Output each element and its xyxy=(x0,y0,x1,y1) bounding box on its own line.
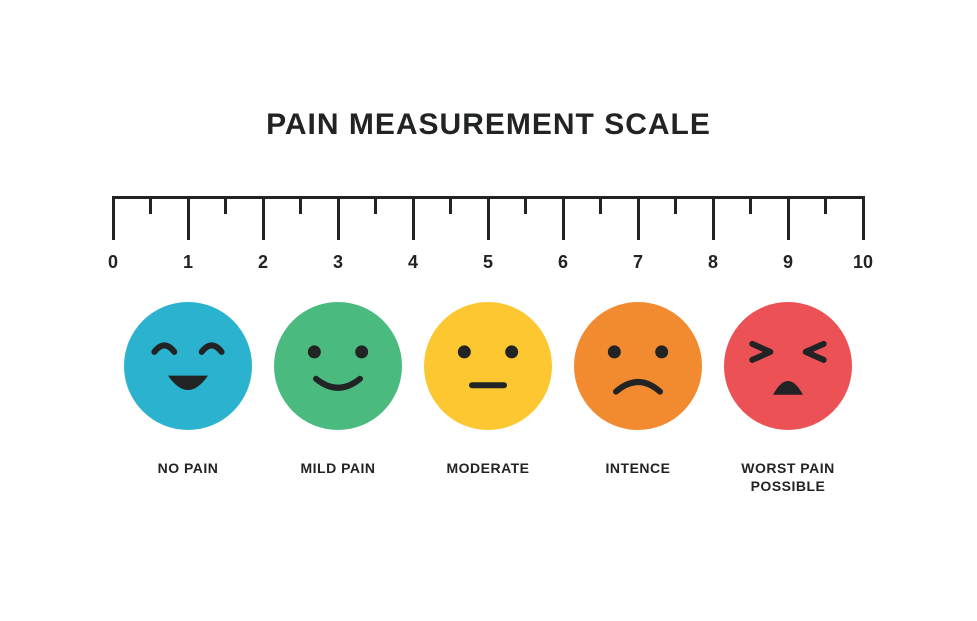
ruler-tick-minor xyxy=(824,196,827,214)
ruler-tick-minor xyxy=(374,196,377,214)
ruler-tick-major xyxy=(862,196,865,240)
face-labels-row: NO PAINMILD PAINMODERATEINTENCEWORST PAI… xyxy=(113,460,863,520)
pain-scale-infographic: PAIN MEASUREMENT SCALE 012345678910 NO P… xyxy=(0,0,977,621)
face-intense xyxy=(574,302,702,430)
ruler-tick-minor xyxy=(524,196,527,214)
ruler-tick-major xyxy=(112,196,115,240)
ruler-number: 3 xyxy=(333,252,343,273)
faces-row xyxy=(113,302,863,442)
ruler-number: 9 xyxy=(783,252,793,273)
ruler-tick-major xyxy=(412,196,415,240)
ruler-number: 0 xyxy=(108,252,118,273)
ruler-tick-major xyxy=(637,196,640,240)
scale-ruler: 012345678910 xyxy=(113,196,863,266)
ruler-tick-major xyxy=(712,196,715,240)
face-label: NO PAIN xyxy=(113,460,263,478)
ruler-tick-major xyxy=(562,196,565,240)
ruler-tick-minor xyxy=(449,196,452,214)
ruler-tick-minor xyxy=(674,196,677,214)
ruler-number: 7 xyxy=(633,252,643,273)
face-worst-pain xyxy=(724,302,852,430)
ruler-tick-major xyxy=(337,196,340,240)
ruler-number: 2 xyxy=(258,252,268,273)
ruler-tick-minor xyxy=(149,196,152,214)
ruler-tick-minor xyxy=(224,196,227,214)
ruler-tick-minor xyxy=(749,196,752,214)
ruler-number: 5 xyxy=(483,252,493,273)
ruler-number: 10 xyxy=(853,252,873,273)
face-moderate xyxy=(424,302,552,430)
ruler-tick-major xyxy=(487,196,490,240)
face-label: WORST PAIN POSSIBLE xyxy=(713,460,863,495)
ruler-tick-major xyxy=(262,196,265,240)
ruler-number: 4 xyxy=(408,252,418,273)
face-label: MILD PAIN xyxy=(263,460,413,478)
page-title: PAIN MEASUREMENT SCALE xyxy=(0,108,977,142)
ruler-tick-major xyxy=(787,196,790,240)
ruler-number: 8 xyxy=(708,252,718,273)
face-label: INTENCE xyxy=(563,460,713,478)
face-no-pain xyxy=(124,302,252,430)
face-mild-pain xyxy=(274,302,402,430)
ruler-number: 1 xyxy=(183,252,193,273)
ruler-tick-minor xyxy=(599,196,602,214)
ruler-tick-major xyxy=(187,196,190,240)
face-label: MODERATE xyxy=(413,460,563,478)
ruler-number: 6 xyxy=(558,252,568,273)
ruler-tick-minor xyxy=(299,196,302,214)
